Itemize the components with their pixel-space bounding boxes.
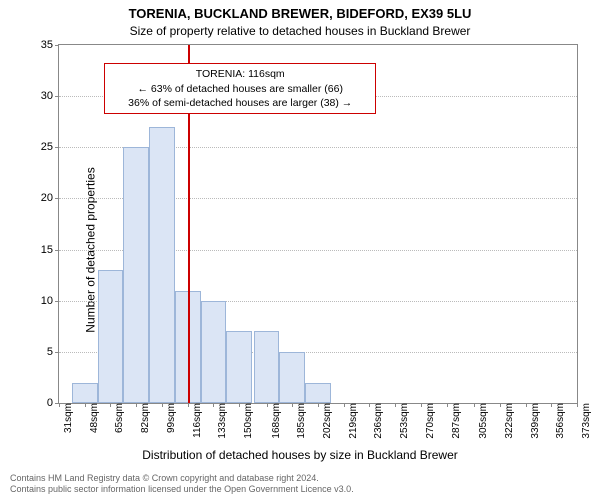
x-tick-label: 116sqm	[188, 403, 203, 438]
footer-attribution: Contains HM Land Registry data © Crown c…	[10, 473, 590, 496]
y-tick-label: 0	[47, 397, 59, 409]
x-tick-label: 82sqm	[136, 403, 151, 433]
x-tick-label: 219sqm	[344, 403, 359, 439]
x-axis-label: Distribution of detached houses by size …	[0, 448, 600, 462]
x-tick-label: 305sqm	[474, 403, 489, 439]
x-tick-label: 373sqm	[577, 403, 592, 439]
histogram-bar	[98, 270, 124, 403]
x-tick-label: 150sqm	[239, 403, 254, 439]
histogram-bar	[72, 383, 98, 403]
y-tick-label: 20	[41, 192, 59, 204]
chart-title: TORENIA, BUCKLAND BREWER, BIDEFORD, EX39…	[0, 6, 600, 21]
footer-line-1: Contains HM Land Registry data © Crown c…	[10, 473, 590, 485]
plot-area: 0510152025303531sqm48sqm65sqm82sqm99sqm1…	[58, 44, 578, 404]
histogram-bar	[254, 331, 280, 403]
x-tick-label: 339sqm	[526, 403, 541, 439]
y-tick-label: 5	[47, 346, 59, 358]
histogram-bar	[149, 127, 175, 403]
histogram-bar	[279, 352, 305, 403]
x-tick-label: 202sqm	[318, 403, 333, 439]
y-tick-label: 25	[41, 141, 59, 153]
y-tick-label: 35	[41, 39, 59, 51]
histogram-bar	[123, 147, 149, 403]
y-tick-label: 10	[41, 295, 59, 307]
x-tick-label: 287sqm	[447, 403, 462, 439]
x-tick-label: 356sqm	[551, 403, 566, 439]
chart-container: TORENIA, BUCKLAND BREWER, BIDEFORD, EX39…	[0, 0, 600, 500]
y-tick-label: 15	[41, 244, 59, 256]
y-tick-label: 30	[41, 90, 59, 102]
x-tick-label: 236sqm	[369, 403, 384, 439]
x-tick-label: 168sqm	[267, 403, 282, 439]
histogram-bar	[201, 301, 227, 403]
x-tick-label: 322sqm	[500, 403, 515, 439]
footer-line-2: Contains public sector information licen…	[10, 484, 590, 496]
annotation-line: ← 63% of detached houses are smaller (66…	[111, 82, 369, 96]
x-tick-label: 253sqm	[395, 403, 410, 439]
chart-subtitle: Size of property relative to detached ho…	[0, 24, 600, 38]
histogram-bar	[226, 331, 252, 403]
x-tick-label: 31sqm	[59, 403, 74, 433]
histogram-bar	[305, 383, 331, 403]
annotation-box: TORENIA: 116sqm← 63% of detached houses …	[104, 63, 376, 114]
x-tick-label: 65sqm	[110, 403, 125, 433]
x-tick-label: 48sqm	[85, 403, 100, 433]
x-tick-label: 133sqm	[213, 403, 228, 439]
x-tick-label: 270sqm	[421, 403, 436, 439]
x-tick-label: 185sqm	[292, 403, 307, 439]
annotation-line: TORENIA: 116sqm	[111, 67, 369, 81]
annotation-line: 36% of semi-detached houses are larger (…	[111, 96, 369, 110]
x-tick-label: 99sqm	[162, 403, 177, 433]
